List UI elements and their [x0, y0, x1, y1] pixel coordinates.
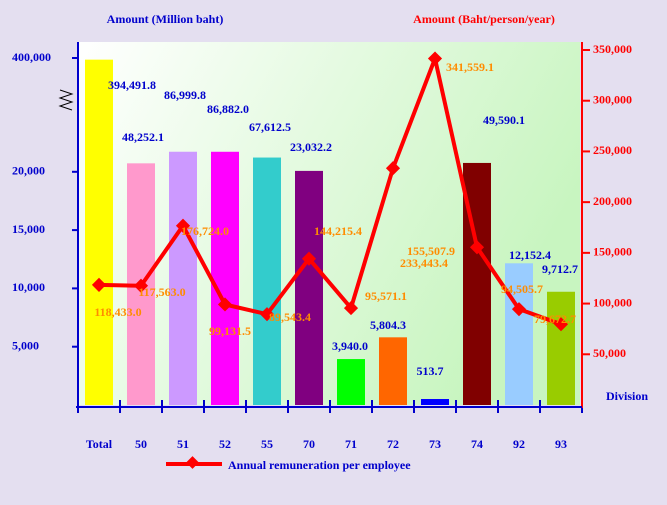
y-tick-label: 20,000 [12, 164, 45, 178]
x-axis-title: Division [606, 389, 648, 403]
bar [211, 151, 239, 405]
line-label: 99,131.5 [209, 324, 251, 338]
bar-label: 48,252.1 [122, 130, 164, 144]
bar [547, 291, 575, 405]
legend: Annual remuneration per employee [166, 456, 411, 472]
line-marker [469, 240, 485, 255]
bar [295, 170, 323, 405]
bar-label: 9,712.7 [542, 262, 578, 276]
y-tick-label: 5,000 [12, 338, 39, 352]
bar [379, 337, 407, 405]
x-tick-label: 93 [555, 437, 567, 451]
x-tick-label: 52 [219, 437, 231, 451]
line-marker [385, 161, 401, 176]
bar-label: 86,882.0 [207, 102, 249, 116]
y2-tick-label: 250,000 [593, 143, 632, 157]
line-label: 341,559.1 [446, 60, 494, 74]
y2-tick-label: 150,000 [593, 245, 632, 259]
bar-label: 12,152.4 [509, 248, 551, 262]
bar [169, 151, 197, 405]
plot: 50,000 100,000 150,000 200,000 250,000 300,00… [72, 42, 632, 451]
x-tick-label: 72 [387, 437, 399, 451]
x-tick-label: 74 [471, 437, 483, 451]
line-marker [133, 278, 149, 293]
line-marker [175, 218, 191, 233]
y2-tick-label: 50,000 [593, 346, 626, 360]
line-label: 176,724.0 [181, 224, 229, 238]
y2-tick-label: 100,000 [593, 295, 632, 309]
bar-label: 86,999.8 [164, 88, 206, 102]
line-marker [91, 277, 107, 292]
bar-label: 3,940.0 [332, 339, 368, 353]
bar-label: 23,032.2 [290, 140, 332, 154]
legend-marker [186, 456, 199, 469]
x-tick-label: 92 [513, 437, 525, 451]
y-tick-label: 10,000 [12, 280, 45, 294]
bar [421, 399, 449, 405]
bar [85, 59, 113, 405]
line-marker [511, 302, 527, 317]
y2-tick-label: 200,000 [593, 194, 632, 208]
y-tick-label: 400,000 [12, 50, 51, 64]
line-series [98, 51, 562, 327]
line-label: 118,433.0 [94, 305, 141, 319]
x-tick-label: Total [86, 437, 113, 451]
y-tick-label: 15,000 [12, 222, 45, 236]
bar [337, 359, 365, 405]
x-tick-label: 71 [345, 437, 357, 451]
y2-tick-label: 300,000 [593, 92, 632, 106]
x-tick-label: 51 [177, 437, 189, 451]
line-label: 144,215.4 [314, 224, 362, 238]
bar-label: 513.7 [417, 364, 444, 378]
x-tick-label: 73 [429, 437, 441, 451]
line-label: 233,443.4 [400, 256, 448, 270]
y-axis-title: Amount (Million baht) [107, 12, 224, 26]
line-marker [259, 307, 275, 322]
line-marker [301, 251, 317, 266]
bar-label: 67,612.5 [249, 120, 291, 134]
y2-tick-label: 350,000 [593, 42, 632, 56]
line-label: 155,507.9 [407, 244, 455, 258]
line-marker [343, 300, 359, 316]
line-marker [553, 317, 569, 332]
line-label: 95,571.1 [365, 289, 407, 303]
line-label: 79,672.7 [534, 312, 576, 326]
legend-label: Annual remuneration per employee [228, 458, 411, 472]
plot-area [78, 42, 580, 405]
bar-label: 5,804.3 [370, 318, 406, 332]
bar [505, 263, 533, 405]
line-label: 89,543.4 [269, 310, 311, 324]
bar [253, 157, 281, 405]
x-tick-label: 70 [303, 437, 315, 451]
axis-break [58, 89, 74, 111]
x-tick-label: 50 [135, 437, 147, 451]
y2-axis-title: Amount (Baht/person/year) [413, 12, 555, 26]
line-label: 94,505.7 [501, 282, 543, 296]
bar-label: 394,491.8 [108, 78, 156, 92]
line-marker [217, 297, 233, 312]
line-marker [427, 51, 443, 66]
bar-label: 49,590.1 [483, 113, 525, 127]
x-tick-label: 55 [261, 437, 273, 451]
line-label: 117,563.0 [138, 285, 185, 299]
